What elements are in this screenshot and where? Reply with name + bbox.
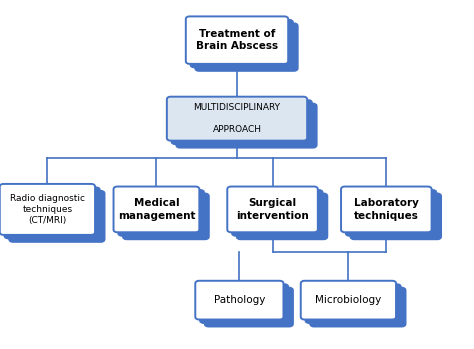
FancyBboxPatch shape (301, 281, 396, 320)
FancyBboxPatch shape (113, 186, 199, 232)
FancyBboxPatch shape (232, 190, 322, 236)
FancyBboxPatch shape (200, 284, 288, 323)
FancyBboxPatch shape (191, 20, 293, 67)
Text: Laboratory
techniques: Laboratory techniques (354, 198, 419, 221)
Text: Microbiology: Microbiology (315, 295, 382, 305)
FancyBboxPatch shape (186, 16, 288, 64)
FancyBboxPatch shape (305, 284, 401, 323)
FancyBboxPatch shape (195, 23, 298, 71)
FancyBboxPatch shape (346, 190, 436, 236)
FancyBboxPatch shape (310, 288, 405, 327)
FancyBboxPatch shape (167, 97, 307, 141)
FancyBboxPatch shape (118, 190, 204, 236)
Text: Pathology: Pathology (214, 295, 265, 305)
Text: Treatment of
Brain Abscess: Treatment of Brain Abscess (196, 29, 278, 51)
FancyBboxPatch shape (9, 191, 104, 242)
Text: Medical
management: Medical management (118, 198, 195, 221)
FancyBboxPatch shape (205, 288, 293, 327)
FancyBboxPatch shape (0, 184, 95, 235)
FancyBboxPatch shape (176, 104, 317, 148)
FancyBboxPatch shape (123, 193, 209, 239)
FancyBboxPatch shape (195, 281, 283, 320)
Text: Surgical
intervention: Surgical intervention (236, 198, 309, 221)
FancyBboxPatch shape (237, 193, 327, 239)
FancyBboxPatch shape (172, 100, 312, 144)
Text: MULTIDISCIPLINARY

APPROACH: MULTIDISCIPLINARY APPROACH (193, 103, 281, 134)
FancyBboxPatch shape (350, 193, 441, 239)
FancyBboxPatch shape (341, 186, 431, 232)
FancyBboxPatch shape (227, 186, 318, 232)
FancyBboxPatch shape (5, 187, 100, 238)
Text: Radio diagnostic
techniques
(CT/MRI): Radio diagnostic techniques (CT/MRI) (10, 194, 85, 225)
